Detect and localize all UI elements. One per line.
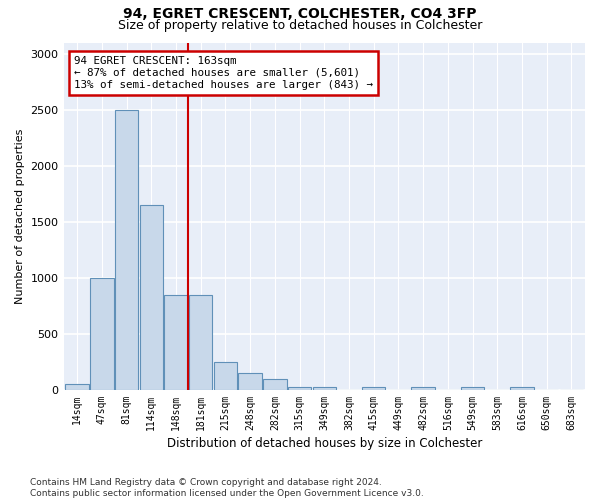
Bar: [412, 386, 435, 390]
Bar: [90, 278, 113, 390]
Bar: [214, 362, 237, 390]
Y-axis label: Number of detached properties: Number of detached properties: [15, 128, 25, 304]
Bar: [238, 373, 262, 390]
Bar: [263, 378, 287, 390]
Bar: [164, 294, 188, 390]
Bar: [115, 110, 139, 390]
Bar: [461, 386, 484, 390]
Bar: [362, 386, 385, 390]
Bar: [313, 386, 336, 390]
Bar: [510, 386, 534, 390]
Text: 94, EGRET CRESCENT, COLCHESTER, CO4 3FP: 94, EGRET CRESCENT, COLCHESTER, CO4 3FP: [123, 8, 477, 22]
Text: Contains HM Land Registry data © Crown copyright and database right 2024.
Contai: Contains HM Land Registry data © Crown c…: [30, 478, 424, 498]
Bar: [288, 386, 311, 390]
X-axis label: Distribution of detached houses by size in Colchester: Distribution of detached houses by size …: [167, 437, 482, 450]
Bar: [189, 294, 212, 390]
Text: Size of property relative to detached houses in Colchester: Size of property relative to detached ho…: [118, 19, 482, 32]
Text: 94 EGRET CRESCENT: 163sqm
← 87% of detached houses are smaller (5,601)
13% of se: 94 EGRET CRESCENT: 163sqm ← 87% of detac…: [74, 56, 373, 90]
Bar: [65, 384, 89, 390]
Bar: [140, 205, 163, 390]
